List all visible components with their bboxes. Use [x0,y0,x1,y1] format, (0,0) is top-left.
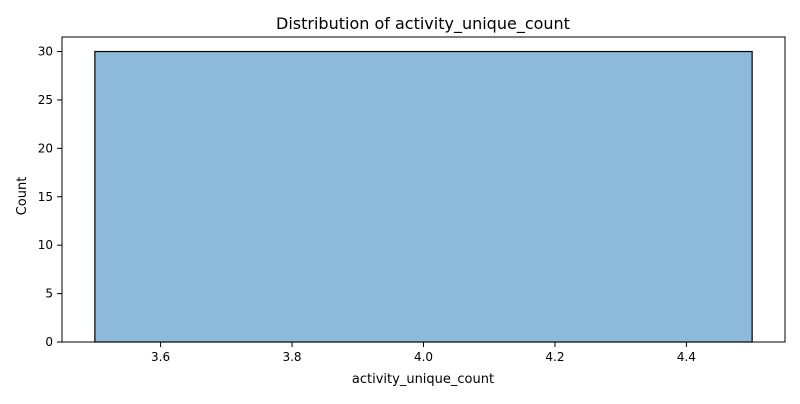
x-axis-ticks: 3.6 3.8 4.0 4.2 4.4 [151,342,696,364]
plot-area [61,36,786,343]
x-tick-label: 3.8 [282,350,301,364]
x-tick-label: 4.4 [677,350,696,364]
x-tick-label: 4.2 [545,350,564,364]
y-tick-label: 20 [38,141,53,155]
y-axis-label: Count [15,177,30,216]
y-tick-label: 10 [38,238,53,252]
x-tick-label: 4.0 [414,350,433,364]
y-axis-ticks: 0 5 10 15 20 25 30 [38,45,62,349]
y-tick-label: 0 [45,335,53,349]
y-tick-label: 5 [45,287,53,301]
x-axis-label: activity_unique_count [352,372,494,387]
y-tick-label: 15 [38,190,53,204]
y-tick-label: 30 [38,45,53,59]
histogram-bar [94,50,753,343]
y-tick-label: 25 [38,93,53,107]
chart-title: Distribution of activity_unique_count [276,14,570,34]
x-tick-label: 3.6 [151,350,170,364]
